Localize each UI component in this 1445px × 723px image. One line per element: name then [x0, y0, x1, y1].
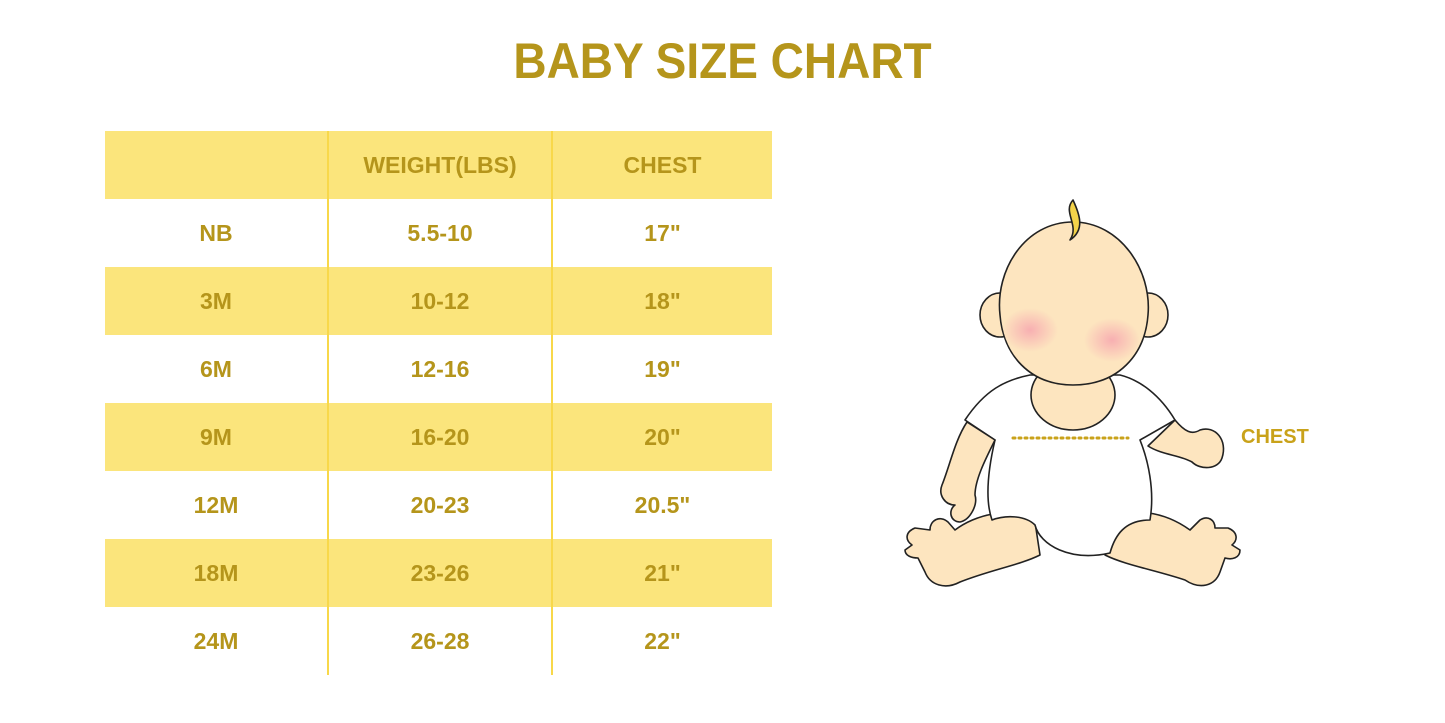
chest-label: CHEST [1241, 426, 1309, 448]
table-row: 6M 12-16 19" [105, 335, 772, 403]
hair-curl [1068, 199, 1081, 241]
cell-chest: 18" [644, 287, 681, 314]
cell-weight: 5.5-10 [327, 199, 553, 267]
cell-chest: 20" [644, 423, 681, 450]
cell-weight: 12-16 [327, 335, 553, 403]
right-cheek [1084, 318, 1140, 362]
cell-weight: 26-28 [327, 607, 553, 675]
cell-weight: 16-20 [327, 403, 553, 471]
cell-size: 9M [200, 423, 232, 450]
cell-chest: 19" [644, 355, 681, 382]
table-row: 24M 26-28 22" [105, 607, 772, 675]
header-chest: CHEST [623, 151, 702, 178]
left-leg [904, 512, 1041, 587]
table-row: 18M 23-26 21" [105, 539, 772, 607]
cell-chest: 17" [644, 219, 681, 246]
cell-chest: 21" [644, 559, 681, 586]
cell-size: 6M [200, 355, 232, 382]
right-arm [1147, 419, 1225, 469]
page-title: BABY SIZE CHART [513, 33, 932, 89]
size-table: WEIGHT(LBS) CHEST NB 5.5-10 17" 3M 10-12 18"… [105, 131, 772, 675]
header-weight: WEIGHT(LBS) [327, 131, 553, 199]
left-arm [940, 421, 996, 523]
right-leg [1104, 511, 1241, 587]
table-row: NB 5.5-10 17" [105, 199, 772, 267]
table-header-row: WEIGHT(LBS) CHEST [105, 131, 772, 199]
cell-size: 3M [200, 287, 232, 314]
cell-chest: 22" [644, 627, 681, 654]
cell-weight: 20-23 [327, 471, 553, 539]
cell-chest: 20.5" [634, 491, 691, 518]
cell-size: 24M [193, 627, 239, 654]
head [998, 221, 1150, 386]
table-row: 9M 16-20 20" [105, 403, 772, 471]
left-cheek [1002, 308, 1058, 352]
cell-size: NB [199, 219, 233, 246]
cell-weight: 10-12 [327, 267, 553, 335]
table-row: 12M 20-23 20.5" [105, 471, 772, 539]
table-row: 3M 10-12 18" [105, 267, 772, 335]
cell-weight: 23-26 [327, 539, 553, 607]
cell-size: 12M [193, 491, 239, 518]
cell-size: 18M [193, 559, 239, 586]
